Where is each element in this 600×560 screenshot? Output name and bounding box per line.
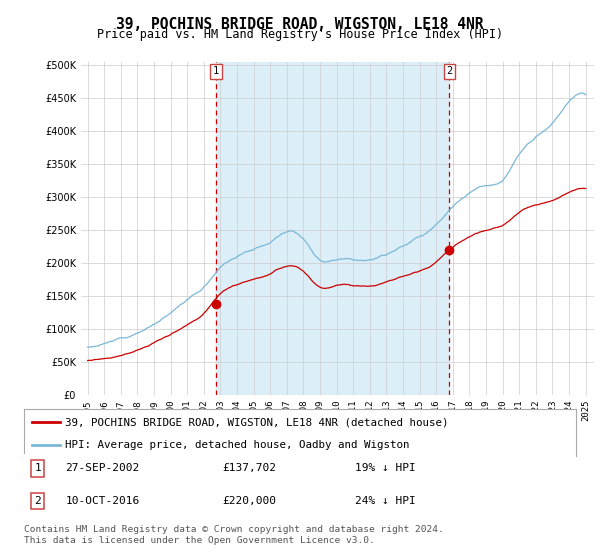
Text: 39, POCHINS BRIDGE ROAD, WIGSTON, LE18 4NR (detached house): 39, POCHINS BRIDGE ROAD, WIGSTON, LE18 4… (65, 417, 449, 427)
Text: This data is licensed under the Open Government Licence v3.0.: This data is licensed under the Open Gov… (24, 536, 375, 545)
Text: 39, POCHINS BRIDGE ROAD, WIGSTON, LE18 4NR: 39, POCHINS BRIDGE ROAD, WIGSTON, LE18 4… (116, 17, 484, 32)
Text: 10-OCT-2016: 10-OCT-2016 (65, 496, 140, 506)
Text: 19% ↓ HPI: 19% ↓ HPI (355, 464, 416, 473)
Text: Price paid vs. HM Land Registry's House Price Index (HPI): Price paid vs. HM Land Registry's House … (97, 28, 503, 41)
Text: 2: 2 (34, 496, 41, 506)
Bar (216, 62, 449, 395)
Text: £137,702: £137,702 (223, 464, 277, 473)
Text: 27-SEP-2002: 27-SEP-2002 (65, 464, 140, 473)
Text: HPI: Average price, detached house, Oadby and Wigston: HPI: Average price, detached house, Oadb… (65, 440, 410, 450)
Text: Contains HM Land Registry data © Crown copyright and database right 2024.: Contains HM Land Registry data © Crown c… (24, 525, 444, 534)
Text: £220,000: £220,000 (223, 496, 277, 506)
Text: 2: 2 (446, 67, 452, 77)
Text: 1: 1 (34, 464, 41, 473)
Text: 1: 1 (213, 67, 219, 77)
Text: 24% ↓ HPI: 24% ↓ HPI (355, 496, 416, 506)
